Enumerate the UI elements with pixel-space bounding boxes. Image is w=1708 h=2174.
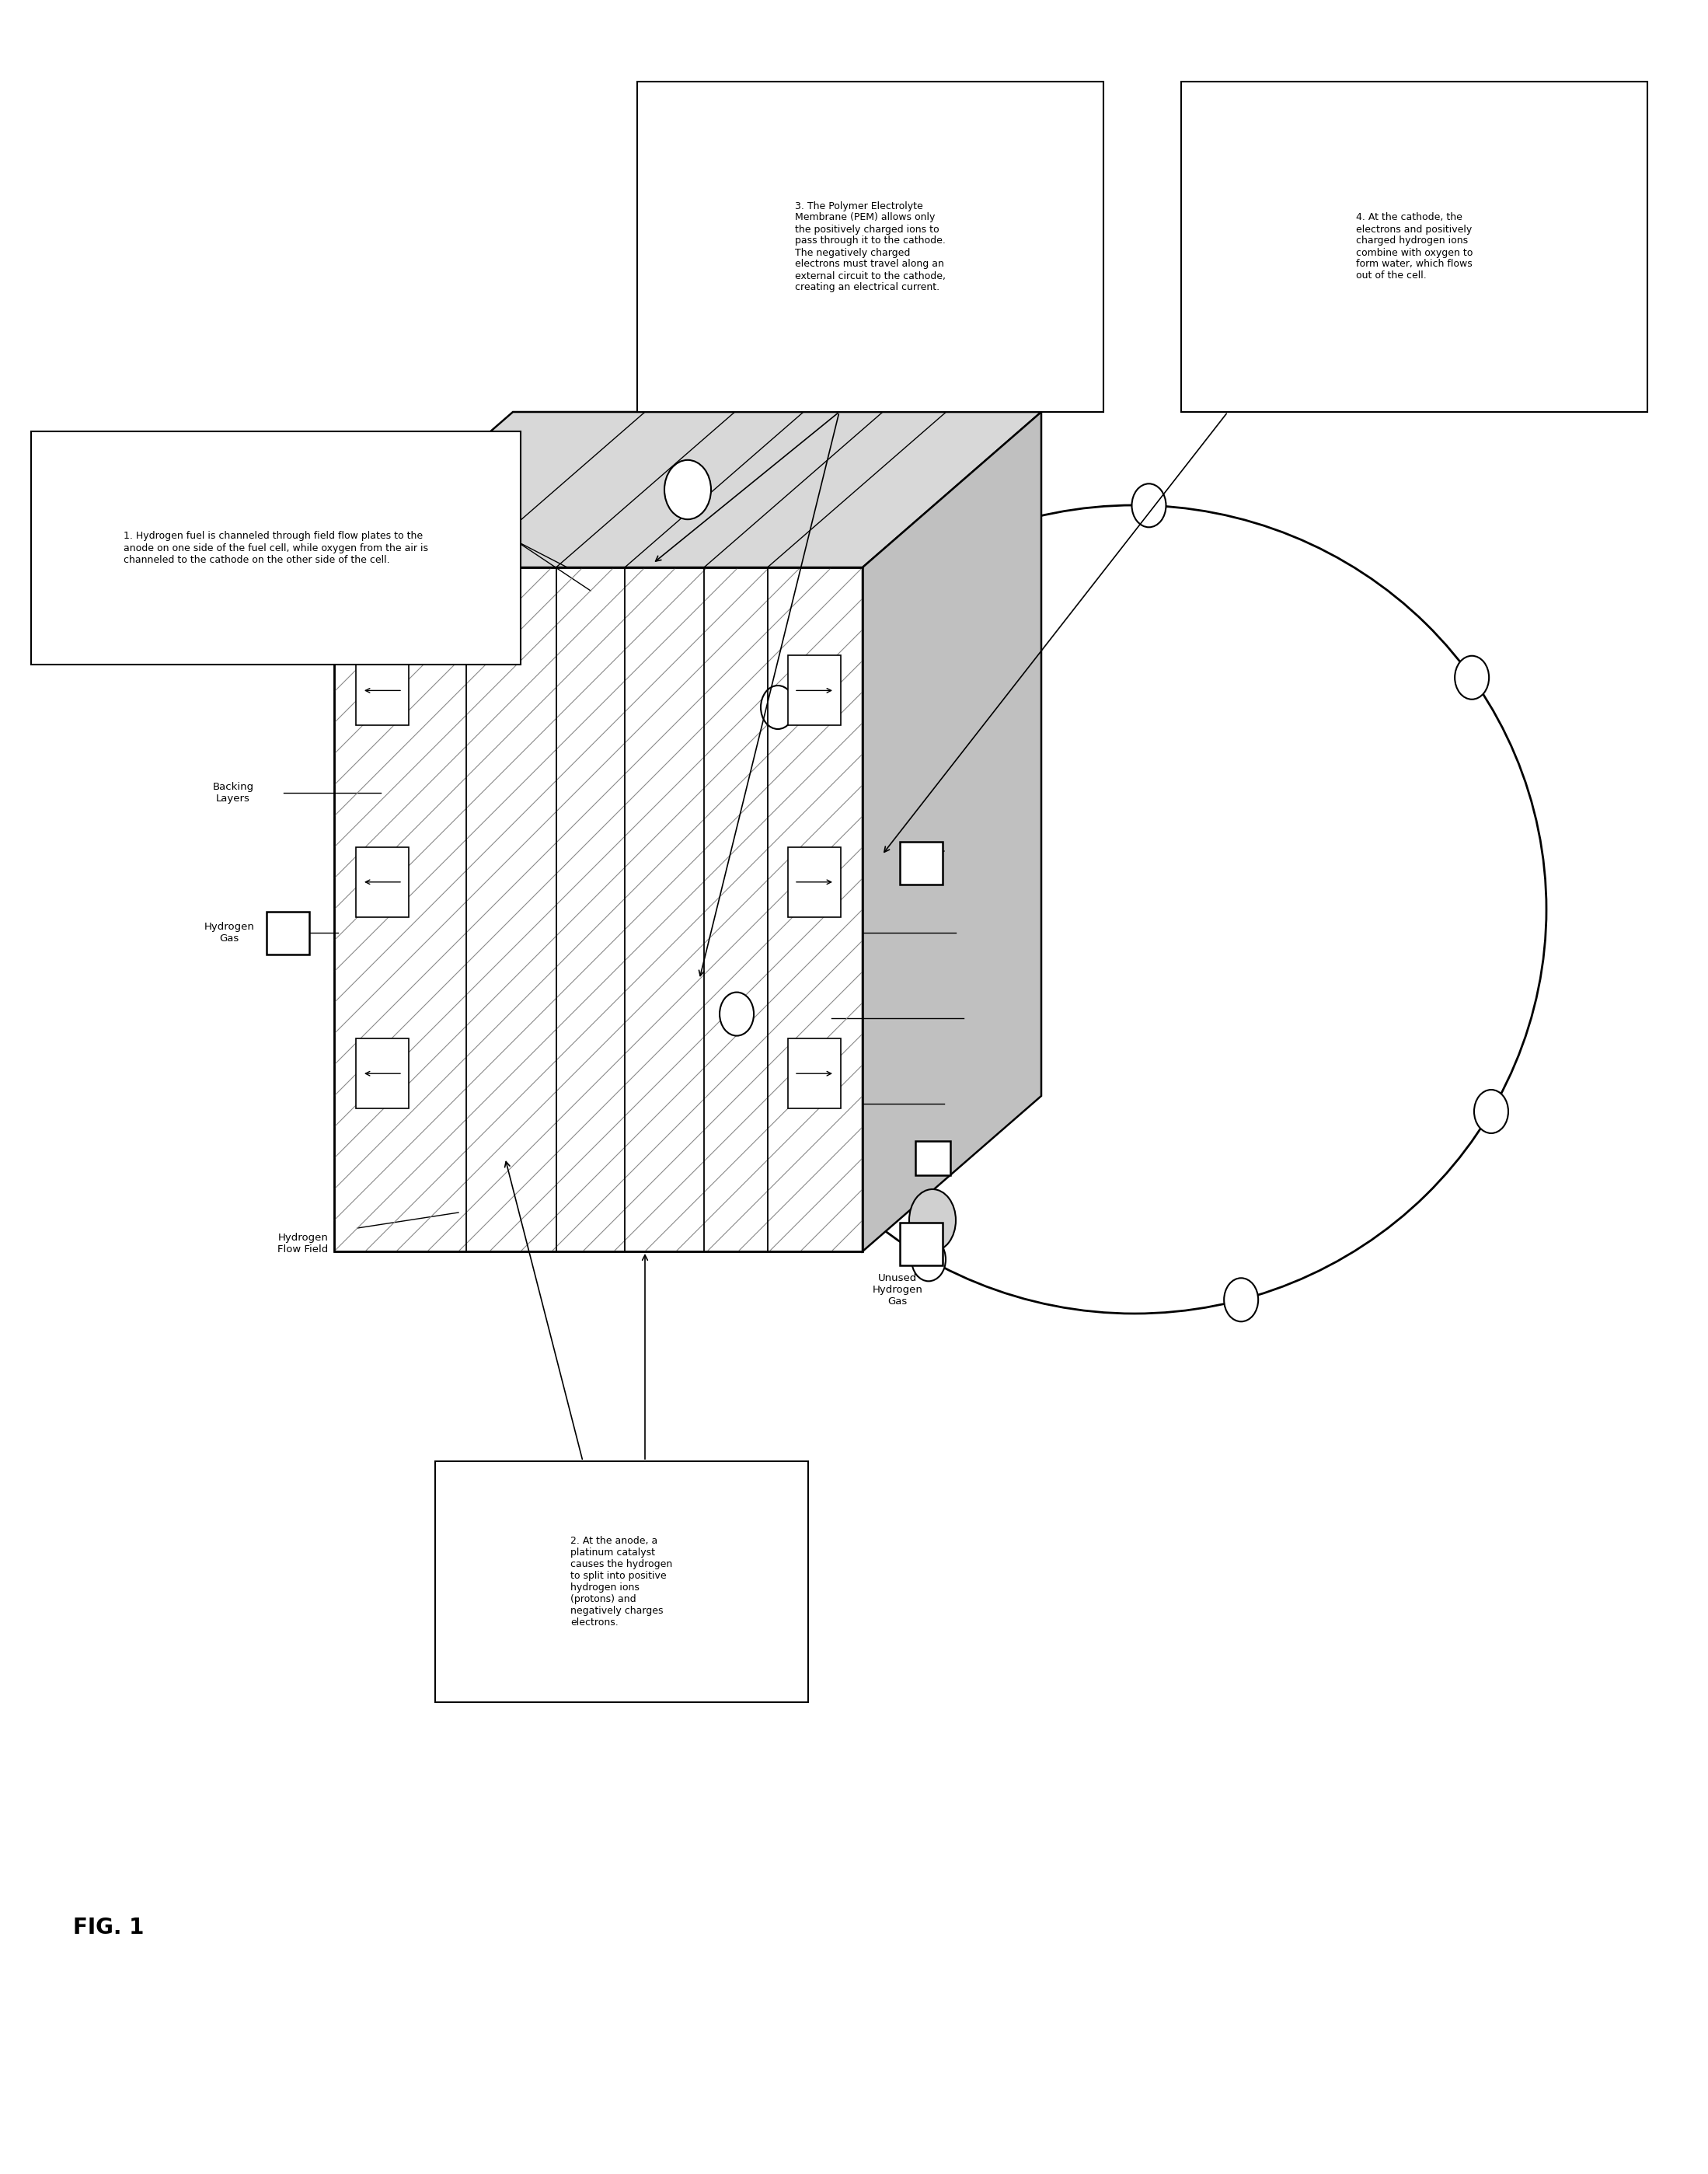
- Text: FIG. 1: FIG. 1: [73, 1917, 143, 1939]
- FancyBboxPatch shape: [1182, 83, 1648, 411]
- Bar: [787, 848, 840, 917]
- Bar: [915, 1141, 950, 1176]
- Polygon shape: [335, 411, 1042, 567]
- Circle shape: [1132, 483, 1167, 528]
- Text: 1. Hydrogen fuel is channeled through field flow plates to the
anode on one side: 1. Hydrogen fuel is channeled through fi…: [123, 530, 429, 565]
- Bar: [266, 911, 309, 954]
- Bar: [900, 841, 943, 885]
- Text: Hydrogen
Flow Field: Hydrogen Flow Field: [278, 1233, 328, 1254]
- Bar: [787, 1039, 840, 1109]
- Text: Oxygen
Flow Field: Oxygen Flow Field: [379, 472, 429, 493]
- Polygon shape: [863, 411, 1042, 1252]
- Circle shape: [760, 685, 794, 728]
- FancyBboxPatch shape: [31, 430, 521, 665]
- Bar: [787, 657, 840, 726]
- Bar: [355, 1039, 408, 1109]
- Bar: [900, 1222, 943, 1265]
- Circle shape: [1225, 1278, 1259, 1322]
- Text: Backing
Layers: Backing Layers: [212, 783, 254, 804]
- Circle shape: [1474, 1089, 1508, 1133]
- FancyBboxPatch shape: [436, 1461, 808, 1702]
- Polygon shape: [335, 567, 863, 1252]
- Circle shape: [664, 461, 711, 520]
- Ellipse shape: [909, 1189, 956, 1252]
- Bar: [294, 600, 336, 644]
- Text: Hydrogen
Gas: Hydrogen Gas: [203, 922, 254, 944]
- Bar: [355, 848, 408, 917]
- Text: Cathode: Cathode: [956, 928, 999, 937]
- Text: Water: Water: [945, 839, 975, 848]
- Text: Unused
Hydrogen
Gas: Unused Hydrogen Gas: [873, 1274, 922, 1307]
- Text: 2. At the anode, a
platinum catalyst
causes the hydrogen
to split into positive
: 2. At the anode, a platinum catalyst cau…: [570, 1535, 673, 1628]
- Circle shape: [912, 1237, 946, 1280]
- Text: PEM: PEM: [963, 1013, 986, 1024]
- Circle shape: [1455, 657, 1489, 700]
- Text: 3. The Polymer Electrolyte
Membrane (PEM) allows only
the positively charged ion: 3. The Polymer Electrolyte Membrane (PEM…: [794, 200, 946, 293]
- Text: Air
(Oxygen): Air (Oxygen): [342, 620, 389, 641]
- Bar: [355, 657, 408, 726]
- FancyBboxPatch shape: [637, 83, 1103, 411]
- Text: 4. At the cathode, the
electrons and positively
charged hydrogen ions
combine wi: 4. At the cathode, the electrons and pos…: [1356, 213, 1472, 280]
- Text: Anode: Anode: [945, 1098, 977, 1109]
- Circle shape: [719, 991, 753, 1035]
